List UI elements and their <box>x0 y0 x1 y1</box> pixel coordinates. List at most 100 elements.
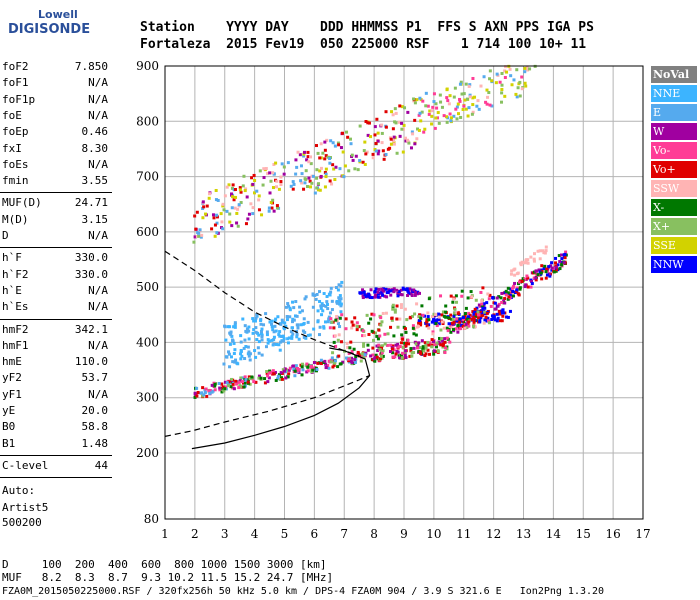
echo-point <box>306 320 310 324</box>
echo-point <box>500 87 504 91</box>
echo-point <box>278 348 282 352</box>
echo-point <box>375 334 379 338</box>
echo-point <box>317 182 321 186</box>
param-value: 1.48 <box>81 436 109 450</box>
echo-point <box>434 322 438 326</box>
echo-point <box>283 367 287 371</box>
echo-point <box>334 344 338 348</box>
echo-point <box>349 340 353 344</box>
echo-point <box>451 297 455 301</box>
echo-point <box>431 330 435 334</box>
echo-point <box>239 357 243 361</box>
echo-point <box>223 194 227 198</box>
echo-point <box>369 288 373 292</box>
echo-point <box>306 333 310 337</box>
echo-point <box>473 95 477 99</box>
echo-point <box>418 346 422 350</box>
echo-point <box>250 375 254 379</box>
echo-point <box>270 319 274 323</box>
echo-point <box>363 353 367 357</box>
profile-dashed-upper <box>164 250 360 357</box>
echo-point <box>260 213 264 217</box>
param-row: foE N/A <box>2 109 108 123</box>
echo-point <box>430 338 434 342</box>
echo-point <box>455 105 459 109</box>
echo-point <box>299 363 303 367</box>
echo-point <box>363 162 367 166</box>
echo-point <box>227 380 231 384</box>
footer-file-row: FZA0M_2015050225000.RSF / 320fx256h 50 k… <box>2 586 605 597</box>
echo-point <box>442 114 446 118</box>
echo-point <box>396 325 400 329</box>
echo-point <box>405 318 409 322</box>
echo-point <box>563 252 567 256</box>
param-row: fxI 8.30 <box>2 142 108 156</box>
echo-point <box>210 390 214 394</box>
echo-point <box>510 286 514 290</box>
echo-point <box>243 375 247 379</box>
echo-point <box>495 312 499 316</box>
echo-point <box>274 329 278 333</box>
echo-point <box>372 338 376 342</box>
echo-point <box>282 327 286 331</box>
param-separator <box>0 192 112 194</box>
param-key: D <box>2 229 9 242</box>
param-key: fxI <box>2 141 22 155</box>
echo-point <box>430 122 434 126</box>
echo-point <box>400 341 404 345</box>
echo-point <box>518 80 522 84</box>
echo-point <box>470 112 474 116</box>
echo-point <box>380 320 384 324</box>
echo-point <box>500 83 504 87</box>
echo-point <box>236 224 240 228</box>
echo-point <box>300 309 304 313</box>
echo-point <box>538 249 542 253</box>
echo-point <box>407 291 411 295</box>
echo-point <box>490 317 494 321</box>
echo-point <box>365 150 369 154</box>
echo-point <box>245 327 249 331</box>
echo-point <box>380 131 384 135</box>
echo-point <box>306 369 310 373</box>
echo-point <box>338 300 342 304</box>
echo-point <box>365 294 369 298</box>
echo-point <box>329 317 333 321</box>
echo-point <box>477 303 481 307</box>
echo-point <box>431 105 435 109</box>
echo-point <box>327 315 331 319</box>
echo-point <box>517 280 521 284</box>
echo-point <box>214 198 218 202</box>
echo-point <box>464 107 468 111</box>
echo-point <box>475 104 479 108</box>
echo-point <box>324 167 328 171</box>
echo-point <box>272 330 276 334</box>
echo-point <box>280 318 284 322</box>
echo-point <box>239 334 243 338</box>
echo-point <box>347 351 351 355</box>
echo-point <box>420 339 424 343</box>
echo-point <box>269 200 273 204</box>
echo-point <box>298 305 302 309</box>
echo-point <box>398 317 402 321</box>
echo-point <box>462 104 466 108</box>
echo-point <box>381 349 385 353</box>
echo-point <box>353 167 357 171</box>
echo-point <box>227 352 231 356</box>
echo-point <box>473 325 477 329</box>
echo-point <box>374 353 378 357</box>
echo-point <box>287 336 291 340</box>
echo-point <box>276 315 280 319</box>
echo-point <box>418 313 422 317</box>
echo-point <box>437 340 441 344</box>
echo-point <box>452 320 456 324</box>
echo-point <box>534 278 538 282</box>
echo-point <box>287 372 291 376</box>
echo-point <box>411 132 415 136</box>
echo-point <box>458 97 462 101</box>
echo-point <box>262 167 266 171</box>
echo-point <box>266 172 270 176</box>
echo-point <box>260 335 264 339</box>
echo-point <box>319 142 323 146</box>
echo-point <box>385 295 389 299</box>
echo-point <box>452 114 456 118</box>
